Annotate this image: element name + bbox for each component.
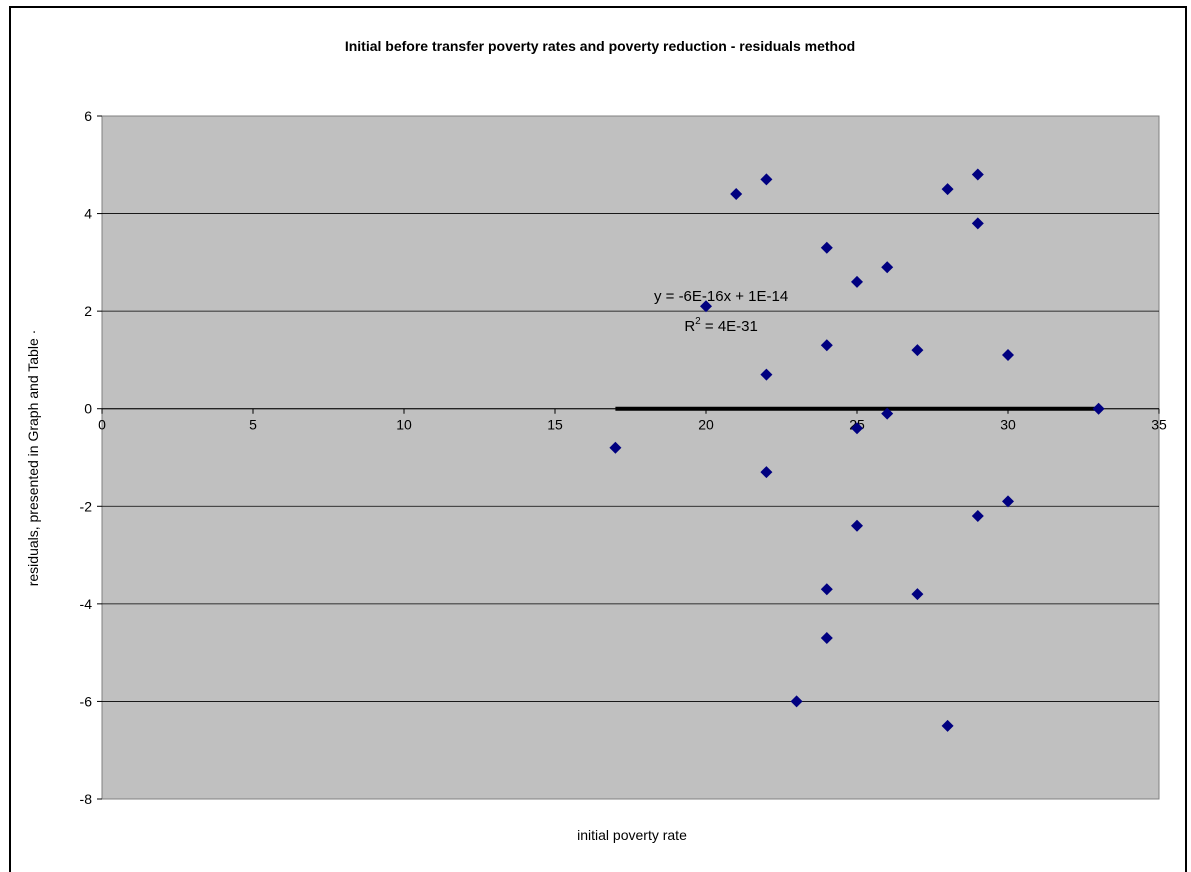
data-point bbox=[971, 168, 984, 181]
data-point bbox=[700, 300, 712, 313]
data-point bbox=[1002, 495, 1014, 508]
data-point bbox=[941, 183, 954, 196]
data-point bbox=[881, 261, 894, 274]
y-tick-label: -2 bbox=[80, 498, 93, 514]
x-tick-label: 20 bbox=[698, 417, 714, 433]
data-point bbox=[971, 510, 984, 523]
data-point bbox=[911, 588, 924, 601]
x-tick-label: 35 bbox=[1151, 417, 1167, 433]
y-tick-label: 2 bbox=[84, 303, 92, 319]
data-point bbox=[971, 217, 984, 230]
y-tick-label: -4 bbox=[80, 596, 93, 612]
y-tick-label: 0 bbox=[84, 401, 92, 417]
data-point bbox=[760, 173, 773, 186]
chart-frame bbox=[9, 6, 1187, 872]
trendline-equation: y = -6E-16x + 1E-14 bbox=[654, 288, 788, 305]
data-point bbox=[820, 339, 833, 352]
y-tick-label: -8 bbox=[80, 791, 93, 807]
plot-area bbox=[101, 115, 1160, 800]
data-point bbox=[881, 407, 894, 420]
y-tick-label: -6 bbox=[80, 693, 93, 709]
x-tick-label: 30 bbox=[1000, 417, 1016, 433]
data-point bbox=[820, 241, 833, 254]
data-point bbox=[911, 344, 924, 357]
data-point bbox=[790, 695, 803, 708]
y-axis-ticks: -8 -6 -4 -2 0 2 4 6 bbox=[80, 108, 102, 807]
data-point bbox=[851, 519, 863, 532]
x-tick-label: 5 bbox=[249, 417, 257, 433]
r-squared-label: R2 = 4E-31 bbox=[684, 316, 758, 335]
data-point bbox=[820, 583, 833, 596]
data-point bbox=[820, 632, 833, 645]
chart-title: Initial before transfer poverty rates an… bbox=[345, 38, 855, 54]
data-point bbox=[760, 466, 773, 479]
data-point bbox=[730, 188, 743, 201]
y-tick-label: 4 bbox=[84, 206, 92, 222]
x-tick-label: 0 bbox=[98, 417, 106, 433]
x-tick-label: 10 bbox=[396, 417, 412, 433]
data-point bbox=[1002, 349, 1014, 362]
data-point bbox=[851, 275, 863, 288]
data-point bbox=[941, 719, 954, 732]
x-tick-label: 15 bbox=[547, 417, 563, 433]
data-point bbox=[760, 368, 773, 381]
data-points bbox=[609, 168, 1105, 732]
data-point bbox=[609, 441, 622, 454]
y-tick-label: 6 bbox=[84, 108, 92, 124]
data-point bbox=[1092, 402, 1105, 415]
data-point bbox=[851, 422, 863, 435]
x-axis-label: initial poverty rate bbox=[577, 827, 687, 843]
y-axis-label: residuals, presented in Graph and Table … bbox=[25, 330, 41, 587]
